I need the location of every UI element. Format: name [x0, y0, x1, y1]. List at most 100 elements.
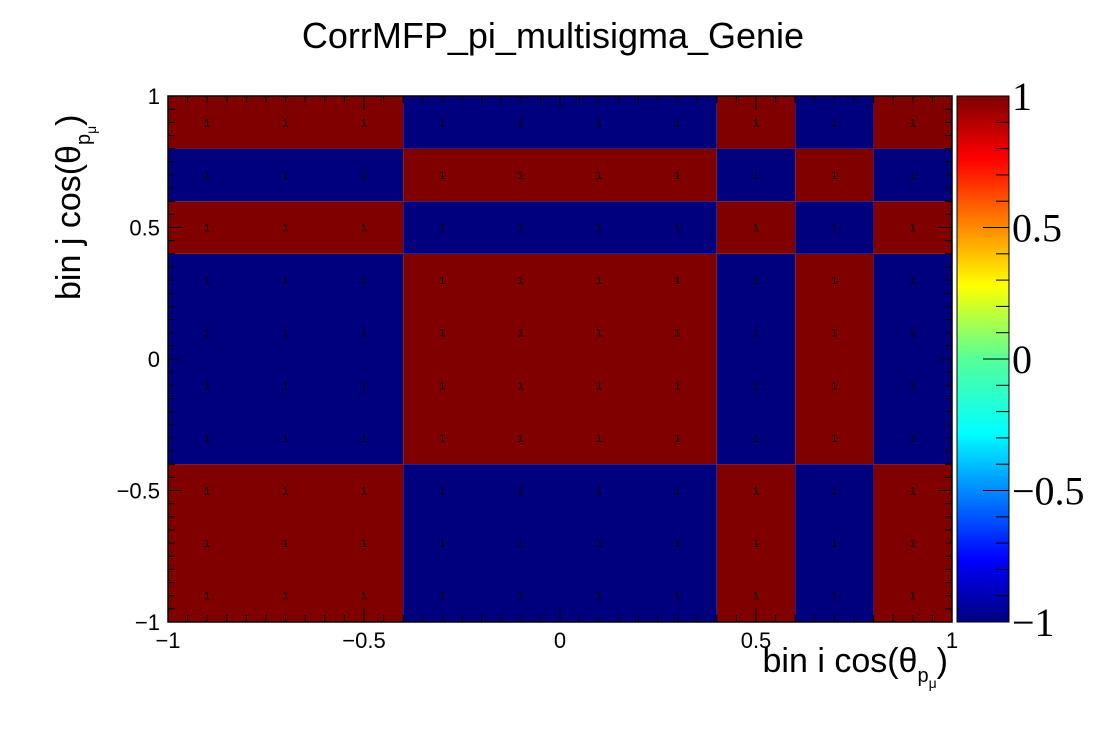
colorbar-tick-label: 1: [1012, 74, 1032, 119]
cell-value-label: 1: [361, 117, 367, 129]
cell-value-label: 1: [831, 591, 837, 603]
cell-labels: 1 1 1 1 1 1 1 1 1 1 1 1 1 1 1 1 1 1 1 1 1 1 1 1 1 1 1 1 1 1 1 1 1 1 1 1 1 1 1 1…: [204, 117, 916, 602]
cell-value-label: 1: [361, 591, 367, 603]
cell-value-label: 1: [361, 223, 367, 235]
heatmap-cell: [716, 201, 796, 254]
cell-value-label: 1: [831, 170, 837, 182]
cell-value-label: 1: [518, 117, 524, 129]
cell-value-label: 1: [204, 170, 210, 182]
cell-value-label: 1: [596, 433, 602, 445]
x-tick-label: 0.5: [741, 628, 772, 653]
x-axis-label: bin i cos(θ: [763, 642, 918, 680]
colorbar-tick-label: 0: [1012, 337, 1032, 382]
cell-value-label: 1: [596, 328, 602, 340]
cell-value-label: 1: [831, 275, 837, 287]
heatmap-cell: [168, 253, 404, 465]
cell-value-label: 1: [361, 328, 367, 340]
cell-value-label: 1: [910, 591, 916, 603]
cell-value-label: 1: [283, 433, 289, 445]
cell-value-label: 1: [283, 380, 289, 392]
cell-value-label: 1: [675, 591, 681, 603]
cell-value-label: 1: [361, 170, 367, 182]
cell-value-label: 1: [283, 170, 289, 182]
heatmap-cell: [403, 464, 717, 622]
y-tick-label: 0.5: [129, 216, 160, 241]
cell-value-label: 1: [361, 538, 367, 550]
cell-value-label: 1: [910, 275, 916, 287]
cell-value-label: 1: [753, 275, 759, 287]
heatmap-cell: [795, 464, 874, 622]
y-tick-label: −0.5: [117, 479, 160, 504]
colorbar-tick-label: −1: [1012, 600, 1055, 645]
cell-value-label: 1: [439, 380, 445, 392]
x-axis-label-subsub: μ: [929, 675, 937, 691]
cell-value-label: 1: [283, 328, 289, 340]
heatmap-cell: [873, 148, 952, 202]
heatmap-cell: [716, 464, 796, 622]
cell-value-label: 1: [675, 223, 681, 235]
heatmap-cell: [403, 253, 717, 465]
heatmap-cell: [795, 96, 874, 149]
cell-value-label: 1: [361, 380, 367, 392]
heatmap-cell: [716, 148, 796, 202]
heatmap-cell: [716, 253, 796, 465]
cell-value-label: 1: [910, 170, 916, 182]
x-tick-label: 0: [554, 628, 566, 653]
cell-value-label: 1: [910, 433, 916, 445]
cell-value-label: 1: [675, 117, 681, 129]
x-axis-label-sub: p: [917, 665, 928, 687]
cell-value-label: 1: [675, 275, 681, 287]
cell-value-label: 1: [596, 486, 602, 498]
cell-value-label: 1: [204, 538, 210, 550]
heatmap-cell: [795, 148, 874, 202]
cell-value-label: 1: [518, 380, 524, 392]
y-tick-label: 1: [148, 84, 160, 109]
cell-value-label: 1: [753, 117, 759, 129]
axis-ticks: −1−1 −0.5 −0.5 0 0 0.5 0.5 1 1: [117, 84, 959, 653]
x-tick-label: −1: [155, 628, 180, 653]
cell-value-label: 1: [675, 380, 681, 392]
cell-value-label: 1: [361, 433, 367, 445]
cell-value-label: 1: [204, 275, 210, 287]
heatmap-cell: [873, 96, 952, 149]
cell-value-label: 1: [753, 538, 759, 550]
cell-value-label: 1: [753, 591, 759, 603]
cell-value-label: 1: [753, 486, 759, 498]
cell-value-label: 1: [831, 380, 837, 392]
cell-value-label: 1: [831, 433, 837, 445]
cell-value-label: 1: [283, 538, 289, 550]
cell-value-label: 1: [753, 170, 759, 182]
cell-value-label: 1: [596, 538, 602, 550]
cell-value-label: 1: [910, 328, 916, 340]
heatmap-cell: [168, 148, 404, 202]
cell-value-label: 1: [518, 223, 524, 235]
cell-value-label: 1: [518, 328, 524, 340]
heatmap-cell: [168, 464, 404, 622]
cell-value-label: 1: [518, 591, 524, 603]
cell-value-label: 1: [596, 117, 602, 129]
x-tick-label: −0.5: [342, 628, 385, 653]
cell-value-label: 1: [439, 328, 445, 340]
y-axis-label-subsub: μ: [83, 126, 99, 134]
svg-text:bin j cos(θpμ): bin j cos(θpμ): [50, 115, 99, 301]
colorbar-tick-label: 0.5: [1012, 206, 1062, 251]
cell-value-label: 1: [753, 433, 759, 445]
chart-title: CorrMFP_pi_multisigma_Genie: [302, 15, 804, 56]
heatmap-cell: [795, 201, 874, 254]
cell-value-label: 1: [439, 538, 445, 550]
heatmap-cell: [403, 148, 717, 202]
cell-value-label: 1: [910, 538, 916, 550]
cell-value-label: 1: [518, 486, 524, 498]
cell-value-label: 1: [753, 328, 759, 340]
title-box: [258, 4, 860, 66]
cell-value-label: 1: [439, 170, 445, 182]
cell-value-label: 1: [910, 380, 916, 392]
cell-value-label: 1: [283, 486, 289, 498]
cell-value-label: 1: [596, 380, 602, 392]
cell-value-label: 1: [910, 486, 916, 498]
colorbar-tick-label: −0.5: [1012, 469, 1085, 514]
x-axis-title: bin i cos(θpμ): [763, 642, 949, 691]
cell-value-label: 1: [596, 591, 602, 603]
cell-value-label: 1: [283, 223, 289, 235]
x-axis-label-close: ): [937, 642, 948, 680]
